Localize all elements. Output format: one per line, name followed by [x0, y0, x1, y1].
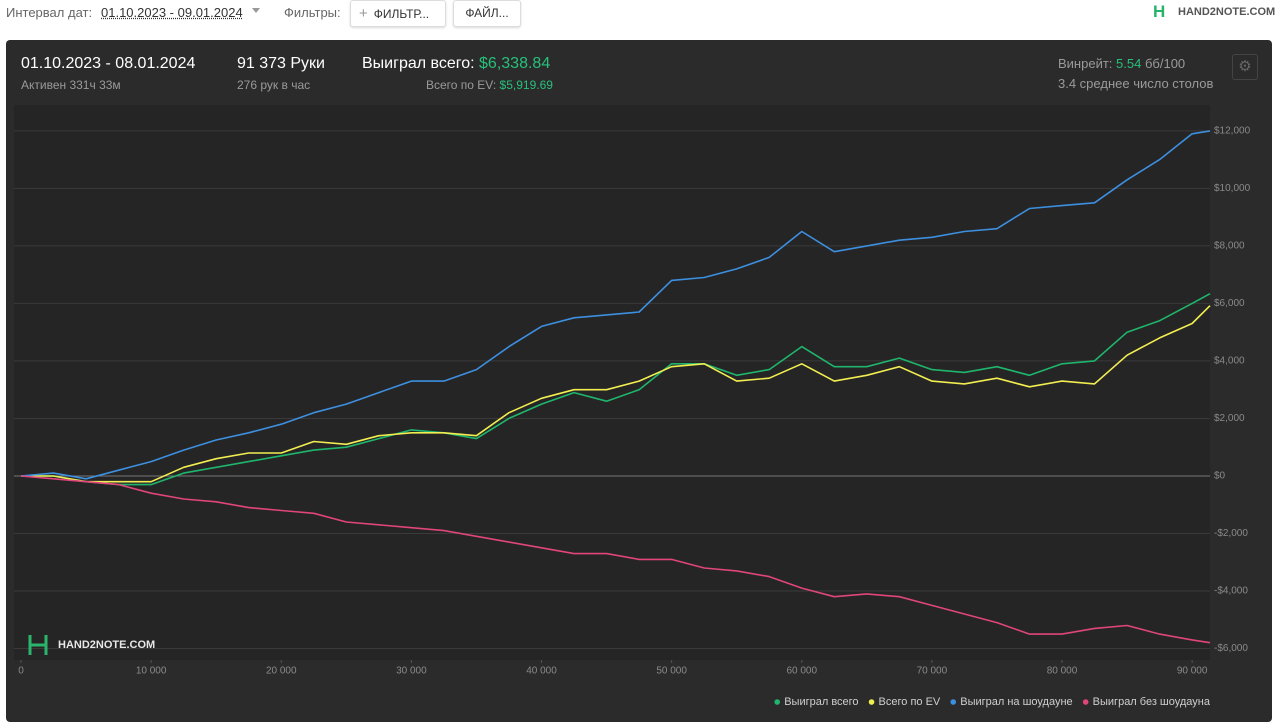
logo[interactable]: HAND2NOTE.COM	[1178, 6, 1276, 18]
x-tick-label: 20 000	[266, 666, 297, 677]
winrate-label: Винрейт:	[1058, 56, 1113, 71]
y-tick-label: $12,000	[1214, 126, 1251, 137]
date-label: Интервал дат:	[6, 5, 93, 20]
filter-button[interactable]: + ФИЛЬТР...	[350, 0, 446, 27]
series-line	[20, 130, 1211, 480]
hands: 91 373 Руки	[237, 55, 325, 72]
legend-marker	[774, 699, 781, 705]
legend-marker	[950, 699, 957, 705]
x-tick-label: 40 000	[526, 666, 557, 677]
y-tick-label: $10,000	[1214, 183, 1251, 194]
x-tick-label: 50 000	[656, 666, 687, 677]
date-range[interactable]: 01.10.2023 - 09.01.2024	[101, 5, 243, 20]
y-tick-label: -$4,000	[1214, 586, 1248, 597]
winrate-value: 5.54	[1116, 56, 1142, 71]
x-tick-label: 0	[18, 666, 24, 677]
ev-total: Всего по EV: $5,919.69	[426, 78, 553, 92]
dropdown-arrow	[252, 8, 260, 13]
y-tick-label: -$2,000	[1214, 528, 1248, 539]
settings-button[interactable]: ⚙	[1232, 54, 1258, 80]
watermark-icon	[28, 635, 48, 655]
winrate-unit: бб/100	[1144, 56, 1186, 71]
won-total: Выиграл всего: $6,338.84	[362, 55, 550, 73]
ev-label: Всего по EV:	[426, 78, 497, 92]
watermark: HAND2NOTE.COM	[58, 639, 155, 651]
legend-label: Всего по EV	[879, 696, 941, 708]
y-tick-label: $4,000	[1214, 356, 1245, 367]
series-line	[21, 292, 1211, 486]
winrate: Винрейт: 5.54 бб/100	[1058, 56, 1185, 71]
legend-marker	[868, 699, 875, 705]
x-tick-label: 60 000	[786, 666, 817, 677]
series-line	[21, 305, 1211, 483]
x-tick-label: 10 000	[136, 666, 167, 677]
y-tick-label: $8,000	[1214, 241, 1245, 252]
won-value: $6,338.84	[479, 55, 551, 72]
tables: 3.4 среднее число столов	[1058, 76, 1214, 91]
x-tick-label: 70 000	[917, 666, 948, 677]
file-button[interactable]: ФАЙЛ...	[453, 0, 521, 27]
legend-label: Выиграл на шоудауне	[960, 696, 1072, 708]
won-label: Выиграл всего:	[362, 55, 475, 72]
y-tick-label: $2,000	[1214, 413, 1245, 424]
file-button-text: ФАЙЛ...	[465, 6, 509, 20]
hands-per-hour: 276 рук в час	[237, 78, 311, 92]
y-tick-label: $0	[1214, 471, 1226, 482]
filter-button-text: ФИЛЬТР...	[373, 7, 430, 21]
x-tick-label: 90 000	[1177, 666, 1208, 677]
period: 01.10.2023 - 08.01.2024	[21, 55, 196, 72]
y-tick-label: $6,000	[1214, 298, 1245, 309]
ev-value: $5,919.69	[499, 78, 553, 92]
legend-label: Выиграл всего	[784, 696, 858, 708]
x-tick-label: 30 000	[396, 666, 427, 677]
legend-marker	[1082, 699, 1089, 705]
legend-label: Выиграл без шоудауна	[1093, 696, 1211, 708]
filters-label: Фильтры:	[284, 5, 341, 20]
active-time: Активен 331ч 33м	[21, 78, 121, 92]
logo-icon: H	[1153, 2, 1166, 21]
series-line	[20, 475, 1211, 644]
y-tick-label: -$6,000	[1214, 643, 1248, 654]
x-tick-label: 80 000	[1047, 666, 1078, 677]
